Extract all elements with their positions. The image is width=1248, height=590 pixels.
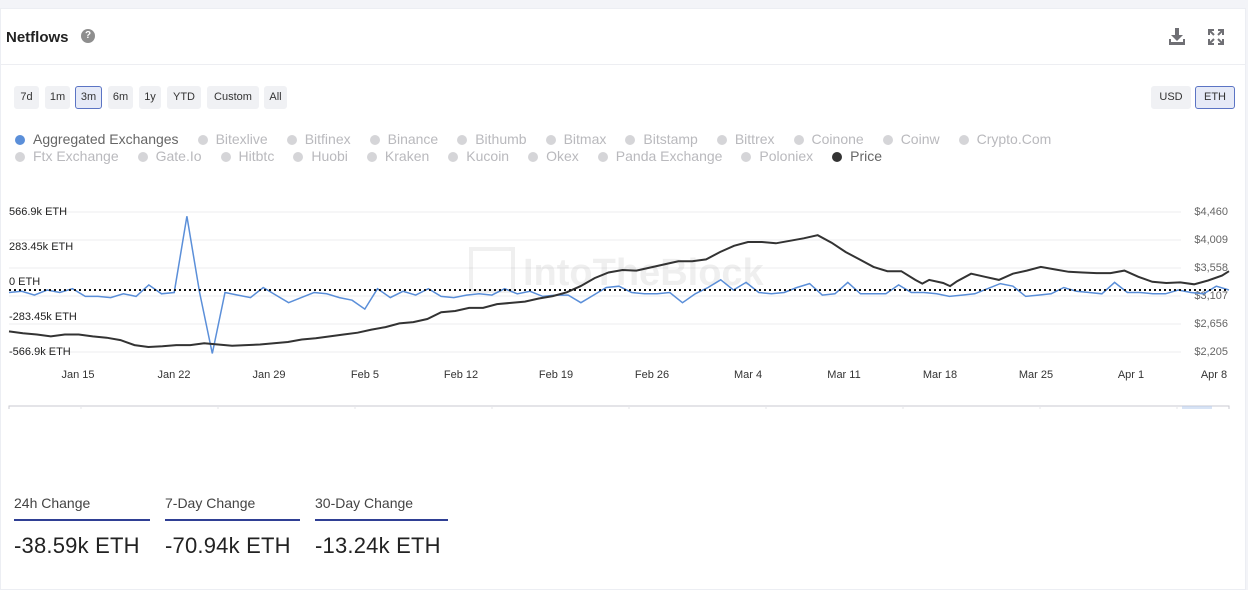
watermark-cube-icon bbox=[471, 249, 513, 291]
x-tick-label: Apr 8 bbox=[1201, 369, 1227, 381]
navigator-frame bbox=[9, 406, 1229, 409]
y-left-tick-label: 283.45k ETH bbox=[9, 241, 73, 253]
range-button-all[interactable]: All bbox=[264, 86, 287, 109]
y-right-tick-label: $2,205 bbox=[1194, 346, 1228, 358]
range-button-1y[interactable]: 1y bbox=[139, 86, 161, 109]
stat-24h: 24h Change -38.59k ETH bbox=[14, 495, 150, 559]
x-tick-label: Feb 26 bbox=[635, 369, 669, 381]
stat-24h-value: -38.59k ETH bbox=[14, 533, 150, 559]
y-left-tick-label: -283.45k ETH bbox=[9, 311, 77, 323]
x-tick-label: Mar 25 bbox=[1019, 369, 1053, 381]
x-tick-label: Jan 29 bbox=[252, 369, 285, 381]
x-tick-label: Feb 19 bbox=[539, 369, 573, 381]
stat-30d-value: -13.24k ETH bbox=[315, 533, 448, 559]
y-right-tick-label: $3,107 bbox=[1194, 290, 1228, 302]
stat-7d: 7-Day Change -70.94k ETH bbox=[165, 495, 300, 559]
x-tick-label: Jan 15 bbox=[61, 369, 94, 381]
range-button-3m[interactable]: 3m bbox=[75, 86, 102, 109]
y-left-tick-label: 0 ETH bbox=[9, 276, 40, 288]
range-button-7d[interactable]: 7d bbox=[14, 86, 39, 109]
x-tick-label: Feb 5 bbox=[351, 369, 379, 381]
stat-30d: 30-Day Change -13.24k ETH bbox=[315, 495, 448, 559]
x-tick-label: Feb 12 bbox=[444, 369, 478, 381]
y-right-tick-label: $3,558 bbox=[1194, 262, 1228, 274]
stat-7d-value: -70.94k ETH bbox=[165, 533, 300, 559]
range-button-1m[interactable]: 1m bbox=[45, 86, 70, 109]
y-right-tick-label: $4,460 bbox=[1194, 206, 1228, 218]
x-tick-label: Apr 1 bbox=[1118, 369, 1144, 381]
x-tick-label: Mar 18 bbox=[923, 369, 957, 381]
netflows-chart: IntoTheBlock 566.9k ETH 283.45k ETH 0 ETH -2… bbox=[1, 9, 1247, 409]
stat-24h-label[interactable]: 24h Change bbox=[14, 495, 150, 521]
unit-button-eth[interactable]: ETH bbox=[1195, 86, 1235, 109]
unit-button-usd[interactable]: USD bbox=[1151, 86, 1191, 109]
y-right-tick-label: $2,656 bbox=[1194, 318, 1228, 330]
y-right-tick-label: $4,009 bbox=[1194, 234, 1228, 246]
range-button-ytd[interactable]: YTD bbox=[167, 86, 201, 109]
navigator-selection bbox=[1182, 406, 1212, 409]
y-left-tick-label: 566.9k ETH bbox=[9, 206, 67, 218]
stat-7d-label[interactable]: 7-Day Change bbox=[165, 495, 300, 521]
range-button-custom[interactable]: Custom bbox=[207, 86, 259, 109]
x-tick-label: Mar 4 bbox=[734, 369, 762, 381]
x-tick-label: Mar 11 bbox=[827, 369, 860, 381]
range-button-6m[interactable]: 6m bbox=[108, 86, 133, 109]
stat-30d-label[interactable]: 30-Day Change bbox=[315, 495, 448, 521]
x-tick-label: Jan 22 bbox=[157, 369, 190, 381]
y-left-tick-label: -566.9k ETH bbox=[9, 346, 71, 358]
watermark-text: IntoTheBlock bbox=[523, 252, 765, 294]
netflows-card: Netflows ? Aggregated Exchanges Bitexlive… bbox=[0, 8, 1246, 590]
